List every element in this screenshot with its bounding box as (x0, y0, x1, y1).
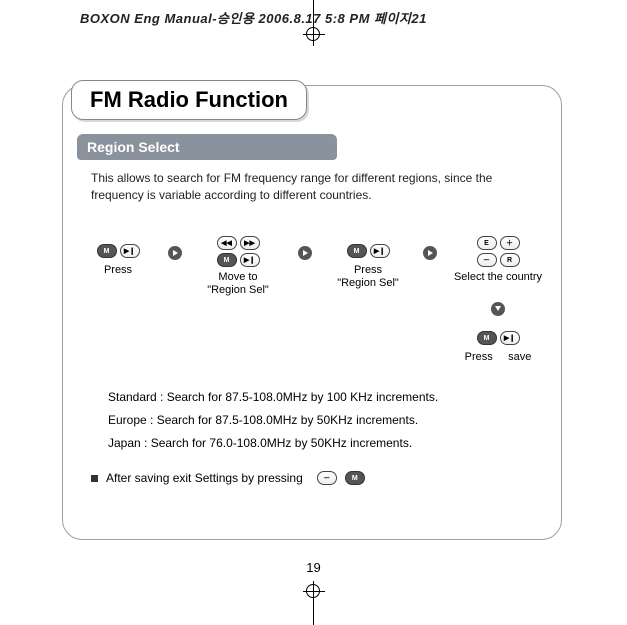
step-label: Select the country (448, 271, 548, 284)
step-label: Press (88, 264, 148, 277)
arrow-icon (298, 246, 312, 260)
play-button-icon: ▶❙ (500, 331, 520, 345)
content-panel: FM Radio Function Region Select This all… (62, 85, 562, 540)
exit-button-icon-1: － (317, 471, 337, 485)
rew-button-icon: ◀◀ (217, 236, 237, 250)
m-button-icon: M (217, 253, 237, 267)
step-label: Move to "Region Sel" (198, 271, 278, 297)
region-japan: Japan : Search for 76.0-108.0MHz by 50KH… (108, 432, 533, 455)
footnote: After saving exit Settings by pressing －… (91, 471, 365, 485)
bullet-icon (91, 475, 98, 482)
fwd-button-icon: ▶▶ (240, 236, 260, 250)
step-label: Press save (448, 351, 548, 364)
step-save: M ▶❙ Press save (448, 331, 548, 364)
region-list: Standard : Search for 87.5-108.0MHz by 1… (108, 386, 533, 454)
section-heading: Region Select (77, 134, 337, 160)
minus-button-icon: － (477, 253, 497, 267)
play-button-icon: ▶❙ (120, 244, 140, 258)
region-standard: Standard : Search for 87.5-108.0MHz by 1… (108, 386, 533, 409)
arrow-icon (423, 246, 437, 260)
page-title: FM Radio Function (71, 80, 307, 120)
r-button-icon: R (500, 253, 520, 267)
section-description: This allows to search for FM frequency r… (91, 170, 533, 204)
step-label: Press "Region Sel" (328, 264, 408, 290)
step-select: M ▶❙ Press "Region Sel" (328, 244, 408, 290)
play-button-icon: ▶❙ (370, 244, 390, 258)
footnote-text: After saving exit Settings by pressing (106, 471, 303, 485)
step-country: E ＋ － R Select the country (448, 236, 548, 284)
arrow-icon (168, 246, 182, 260)
exit-button-icon-2: M (345, 471, 365, 485)
m-button-icon: M (347, 244, 367, 258)
page-number: 19 (0, 560, 627, 575)
plus-button-icon: ＋ (500, 236, 520, 250)
crop-register (306, 27, 320, 41)
region-europe: Europe : Search for 87.5-108.0MHz by 50K… (108, 409, 533, 432)
m-button-icon: M (477, 331, 497, 345)
step-press-menu: M ▶❙ Press (88, 244, 148, 277)
step-navigate: ◀◀ ▶▶ M ▶❙ Move to "Region Sel" (198, 236, 278, 297)
eq-button-icon: E (477, 236, 497, 250)
m-button-icon: M (97, 244, 117, 258)
play-button-icon: ▶❙ (240, 253, 260, 267)
instruction-flow: M ▶❙ Press ◀◀ ▶▶ M ▶❙ Move to "Region Se… (83, 236, 541, 326)
arrow-down-icon (491, 302, 505, 316)
crop-register (306, 584, 320, 598)
